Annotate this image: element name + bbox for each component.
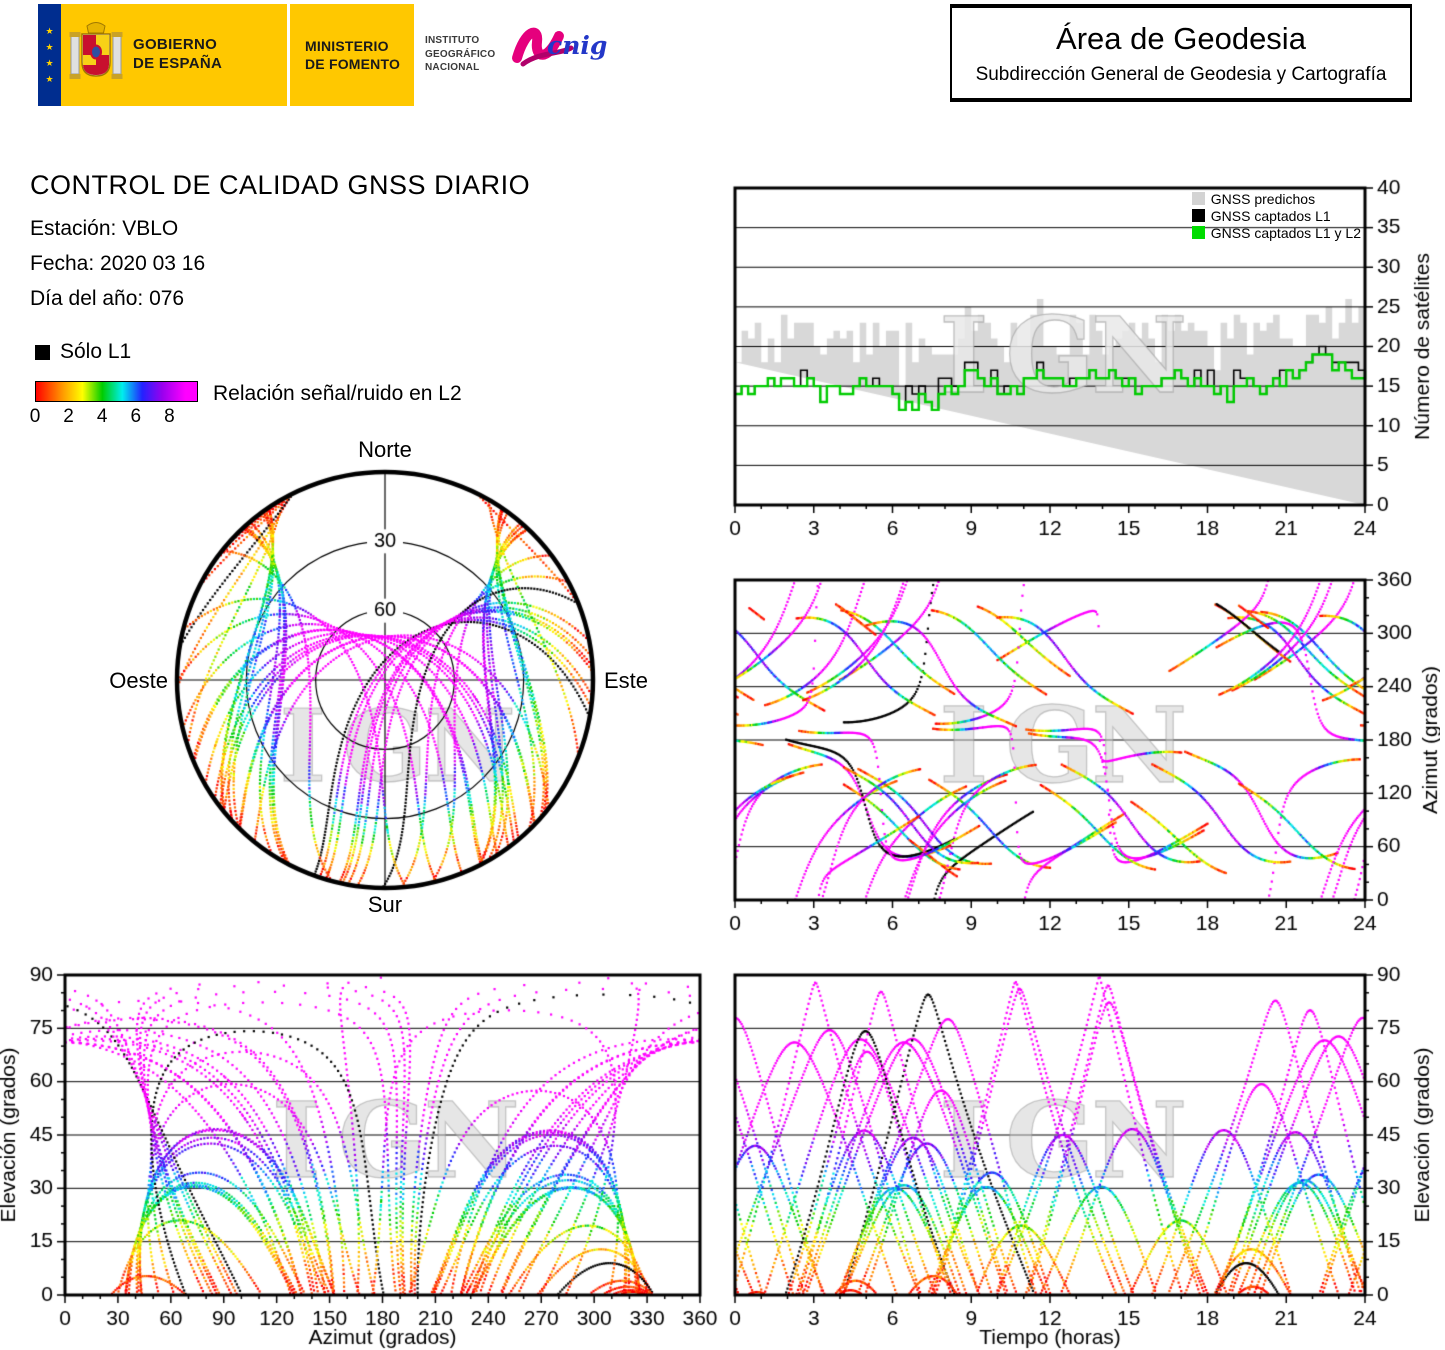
date-label: Fecha: 2020 03 16 — [30, 252, 206, 275]
snr-colorbar-ticks: 0 2 4 6 8 — [30, 406, 198, 430]
ministerio-line1: MINISTERIO — [305, 37, 389, 54]
cnig-brush-icon — [512, 27, 574, 67]
colorbar-tick-label: 0 — [29, 406, 41, 427]
snr-legend: Sólo L1 0 2 4 6 8 Relación señal/ruido en L2 — [30, 340, 555, 440]
skyplot-south-label: Sur — [367, 892, 403, 917]
legend-label: GNSS captados L1 y L2 — [1210, 224, 1361, 241]
geodesia-title: Área de Geodesia — [1056, 21, 1306, 56]
instituto-line2: GEOGRÁFICO — [425, 48, 496, 60]
colorbar-tick-label: 6 — [130, 406, 142, 427]
cnig-wordmark: cnig — [547, 31, 608, 60]
legend-swatch-icon — [1191, 209, 1205, 222]
skyplot-container — [60, 440, 660, 925]
report-info: CONTROL DE CALIDAD GNSS DIARIO Estación:… — [30, 170, 530, 322]
snr-colorbar — [35, 381, 198, 402]
azimuth-time-canvas — [725, 570, 1440, 935]
skyplot-north-label: Norte — [358, 437, 412, 462]
elevation-azimuth-canvas — [0, 965, 718, 1350]
day-of-year-label: Día del año: 076 — [30, 287, 185, 310]
satellite-count-chart-legend: GNSS predichos GNSS captados L1 GNSS capta… — [1191, 190, 1361, 241]
elevation-time-chart — [725, 965, 1440, 1350]
skyplot-canvas — [60, 440, 660, 925]
ministerio-box: MINISTERIO DE FOMENTO — [290, 4, 414, 106]
skyplot-west-label: Oeste — [109, 668, 168, 693]
colorbar-tick-label: 2 — [63, 406, 74, 427]
legend-swatch-icon — [1191, 226, 1205, 239]
cnig-logo: cnig — [509, 4, 608, 106]
azimuth-time-chart — [725, 570, 1440, 935]
legend-row: GNSS captados L1 y L2 — [1191, 224, 1361, 241]
l1-only-label: Sólo L1 — [60, 340, 132, 363]
spain-coat-of-arms-icon — [69, 22, 123, 79]
ministerio-label: MINISTERIO DE FOMENTO — [305, 37, 400, 73]
elevation-time-canvas — [725, 965, 1440, 1350]
legend-row: GNSS captados L1 — [1191, 207, 1361, 224]
page-title: CONTROL DE CALIDAD GNSS DIARIO — [30, 170, 531, 200]
elevation-azimuth-chart — [0, 965, 718, 1350]
satellite-count-canvas — [725, 178, 1440, 540]
gobierno-line1: GOBIERNO — [133, 36, 218, 54]
geodesia-header-box: Área de Geodesia Subdirección General de… — [950, 4, 1412, 102]
satellite-count-chart: GNSS predichos GNSS captados L1 GNSS capta… — [725, 178, 1440, 540]
gobierno-label: GOBIERNO DE ESPAÑA — [133, 36, 222, 74]
ign-logo-block: INSTITUTO GEOGRÁFICO NACIONAL cnig — [425, 4, 608, 106]
l1-only-swatch-icon — [35, 344, 50, 360]
colorbar-tick-label: 4 — [96, 406, 108, 427]
snr-colorbar-label: Relación señal/ruido en L2 — [213, 382, 462, 405]
colorbar-tick-label: 8 — [164, 406, 175, 427]
skyplot-east-label: Este — [604, 668, 649, 693]
gobierno-box: GOBIERNO DE ESPAÑA — [61, 4, 287, 106]
instituto-label: INSTITUTO GEOGRÁFICO NACIONAL — [425, 4, 509, 106]
station-label: Estación: VBLO — [30, 217, 179, 240]
ministerio-line2: DE FOMENTO — [305, 56, 401, 72]
gov-logo-block: GOBIERNO DE ESPAÑA MINISTERIO DE FOMENTO… — [38, 4, 608, 106]
legend-label: GNSS predichos — [1210, 190, 1316, 207]
instituto-line3: NACIONAL — [425, 62, 480, 73]
legend-label: GNSS captados L1 — [1210, 207, 1331, 224]
eu-flag-strip-icon — [38, 4, 61, 106]
gobierno-line2: DE ESPAÑA — [133, 55, 223, 72]
l1-only-legend: Sólo L1 — [35, 340, 555, 364]
instituto-line1: INSTITUTO — [425, 35, 480, 46]
geodesia-subtitle: Subdirección General de Geodesia y Carto… — [975, 64, 1387, 85]
legend-row: GNSS predichos — [1191, 190, 1361, 207]
legend-swatch-icon — [1191, 192, 1205, 205]
